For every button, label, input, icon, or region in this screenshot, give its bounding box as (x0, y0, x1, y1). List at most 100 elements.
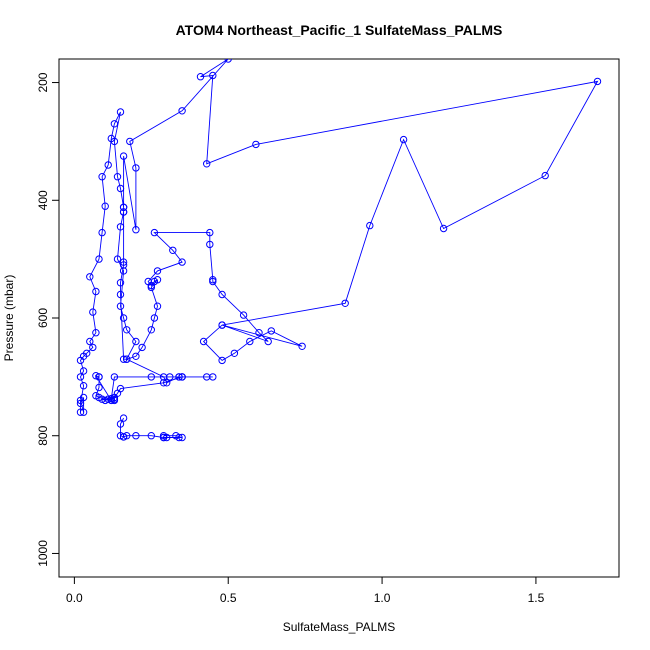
data-point (163, 379, 171, 387)
data-point (119, 258, 128, 266)
y-tick-label: 400 (36, 190, 50, 210)
data-point (98, 228, 106, 237)
data-point (76, 373, 85, 381)
data-point (92, 287, 100, 296)
data-point (209, 71, 217, 80)
data-point (175, 373, 183, 381)
data-point (138, 343, 146, 352)
data-point (206, 228, 214, 237)
data-point (230, 349, 239, 357)
data-point (399, 135, 408, 144)
data-point (119, 355, 128, 363)
x-tick-label: 0.0 (66, 591, 83, 605)
plot-area (76, 59, 602, 442)
data-point (341, 299, 349, 307)
series-line (120, 417, 183, 438)
data-point (86, 337, 94, 346)
data-point (119, 208, 128, 216)
data-point (132, 337, 140, 346)
data-point (209, 373, 217, 381)
data-point (89, 308, 97, 316)
x-tick-label: 1.0 (374, 591, 391, 605)
data-point (439, 224, 448, 233)
data-point (366, 221, 374, 230)
data-point (252, 140, 260, 149)
data-point (132, 164, 140, 172)
y-tick-label: 1000 (36, 540, 50, 567)
data-point (267, 327, 275, 335)
data-point (119, 261, 128, 269)
data-point (169, 246, 177, 255)
data-point (113, 173, 122, 181)
data-point (132, 352, 140, 360)
data-point (218, 321, 226, 329)
data-point (79, 393, 88, 402)
data-point (150, 228, 159, 237)
data-point (126, 137, 134, 146)
data-point (83, 349, 91, 357)
data-point (150, 314, 159, 322)
y-tick-label: 600 (36, 308, 50, 328)
data-point (172, 432, 180, 440)
data-point (147, 326, 156, 334)
data-point (153, 267, 162, 275)
chart-title: ATOM4 Northeast_Pacific_1 SulfateMass_PA… (176, 22, 503, 38)
data-point (119, 314, 128, 322)
data-point (147, 432, 156, 440)
data-point (298, 342, 306, 350)
data-point (199, 337, 208, 346)
data-point (116, 290, 125, 299)
data-point (255, 329, 263, 337)
data-point (95, 383, 103, 392)
data-point (178, 107, 186, 115)
data-point (147, 373, 156, 381)
data-point (123, 432, 131, 440)
data-point (209, 277, 217, 286)
x-tick-label: 0.5 (220, 591, 237, 605)
x-tick-label: 1.5 (528, 591, 545, 605)
data-point (224, 59, 232, 63)
data-point (79, 382, 88, 390)
x-axis-label: SulfateMass_PALMS (283, 620, 396, 634)
data-point (196, 73, 205, 81)
data-point (264, 337, 272, 346)
data-point (218, 356, 226, 365)
data-point (159, 432, 168, 440)
data-point (166, 373, 174, 381)
data-point (116, 184, 125, 193)
data-point (132, 432, 140, 440)
data-point (113, 255, 122, 263)
data-point (203, 160, 211, 168)
data-point (92, 329, 100, 337)
data-point (239, 311, 248, 319)
data-point (79, 367, 88, 375)
data-point (110, 120, 119, 128)
data-point (119, 267, 128, 275)
x-axis: 0.0 0.5 1.0 1.5 (66, 577, 545, 605)
data-point (116, 420, 125, 428)
data-point (110, 395, 119, 403)
data-point (144, 277, 152, 286)
data-point (218, 290, 226, 299)
data-point (541, 171, 549, 180)
data-point (107, 394, 116, 403)
data-point (89, 343, 97, 352)
data-point (123, 355, 131, 363)
data-point (98, 173, 106, 181)
data-point (76, 408, 85, 416)
data-point (123, 326, 131, 334)
data-point (116, 108, 125, 116)
y-tick-label: 200 (36, 72, 50, 92)
data-point (159, 379, 168, 387)
data-point (79, 408, 88, 416)
data-point (116, 279, 125, 287)
data-point (76, 399, 85, 408)
data-point (116, 223, 125, 231)
data-point (132, 226, 140, 234)
y-axis: 200 400 600 800 1000 (36, 72, 59, 567)
data-point (95, 373, 103, 381)
data-point (119, 414, 128, 422)
data-point (593, 77, 602, 86)
